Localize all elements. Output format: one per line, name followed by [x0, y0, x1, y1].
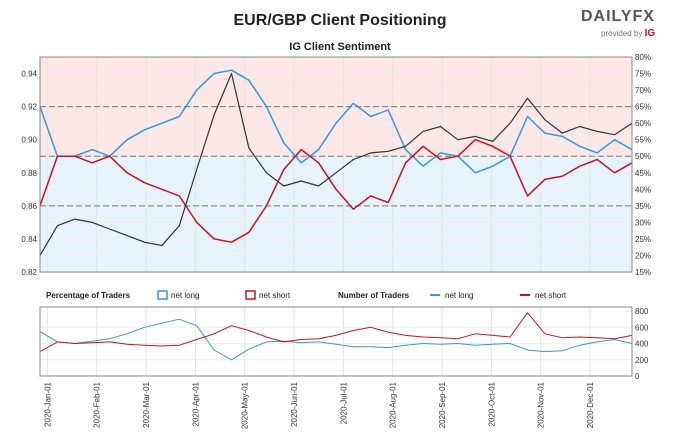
- upper-plot-frame: [39, 56, 633, 273]
- x-tick-label: 2020-Jun-01: [290, 381, 299, 426]
- y-right-tick-label: 25%: [635, 235, 651, 244]
- y-left-tick-label: 0.92: [21, 103, 37, 112]
- long-zone-bg: [40, 156, 632, 272]
- logo-main-text: DAILYFX: [581, 8, 655, 25]
- y-right-tick-label: 75%: [635, 70, 651, 79]
- y-right-tick-label: 30%: [635, 218, 651, 227]
- lower-plot-frame: [39, 306, 633, 377]
- x-tick-label: 2020-May-01: [241, 381, 250, 429]
- logo-ig-text: IG: [644, 28, 656, 39]
- y-right-tick-label: 65%: [635, 103, 651, 112]
- lower-y-tick-label: 400: [635, 340, 649, 349]
- legend-count-long-label: net long: [445, 291, 473, 300]
- logo-sub-text: provided by: [601, 29, 643, 38]
- y-left-tick-label: 0.94: [21, 70, 37, 79]
- x-tick-label: 2020-Dec-01: [586, 381, 595, 428]
- legend-number-title: Number of Traders: [338, 291, 410, 300]
- lower-y-tick-label: 600: [635, 323, 649, 332]
- y-left-tick-label: 0.82: [21, 268, 37, 277]
- y-right-tick-label: 45%: [635, 169, 651, 178]
- chart-subtitle: IG Client Sentiment: [289, 41, 391, 53]
- lower-y-tick-label: 0: [635, 372, 640, 381]
- legend-net-short-label: net short: [259, 291, 291, 300]
- y-right-tick-label: 40%: [635, 185, 651, 194]
- x-tick-label: 2020-Jul-01: [339, 381, 348, 424]
- x-tick-label: 2020-Aug-01: [389, 381, 398, 428]
- chart-title: EUR/GBP Client Positioning: [233, 12, 447, 29]
- y-right-tick-label: 60%: [635, 119, 651, 128]
- y-left-tick-label: 0.90: [21, 136, 37, 145]
- y-left-tick-label: 0.88: [21, 169, 37, 178]
- y-left-tick-label: 0.86: [21, 202, 37, 211]
- x-tick-label: 2020-Nov-01: [537, 381, 546, 428]
- legend-net-short-swatch: [245, 290, 256, 300]
- y-right-tick-label: 15%: [635, 268, 651, 277]
- series-price: [39, 72, 633, 256]
- lower-y-tick-label: 200: [635, 356, 649, 365]
- x-tick-label: 2020-Apr-01: [191, 381, 200, 426]
- y-right-tick-label: 55%: [635, 136, 651, 145]
- legend-percentage-title: Percentage of Traders: [46, 291, 131, 300]
- series-net-long-pct: [39, 69, 633, 174]
- series-net-short-count: [39, 312, 633, 353]
- x-tick-label: 2020-Jan-01: [43, 381, 52, 426]
- y-right-tick-label: 70%: [635, 86, 651, 95]
- series-net-long-count: [39, 318, 633, 361]
- series-net-short-pct: [39, 138, 633, 243]
- x-tick-label: 2020-Mar-01: [142, 381, 151, 427]
- y-right-tick-label: 80%: [635, 53, 651, 62]
- lower-y-tick-label: 800: [635, 307, 649, 316]
- dailyfx-logo: DAILYFX provided by IG: [581, 8, 667, 42]
- x-tick-label: 2020-Sep-01: [438, 381, 447, 428]
- x-tick-label: 2020-Oct-01: [487, 381, 496, 426]
- logo-provided-by: provided by IG: [601, 28, 655, 39]
- legend-net-long-swatch: [157, 290, 168, 300]
- y-right-tick-label: 35%: [635, 202, 651, 211]
- y-right-tick-label: 50%: [635, 152, 651, 161]
- y-left-tick-label: 0.84: [21, 235, 37, 244]
- legend-net-long-label: net long: [171, 291, 199, 300]
- y-right-tick-label: 20%: [635, 251, 651, 260]
- x-tick-label: 2020-Feb-01: [93, 381, 102, 427]
- legend-count-short-label: net short: [535, 291, 567, 300]
